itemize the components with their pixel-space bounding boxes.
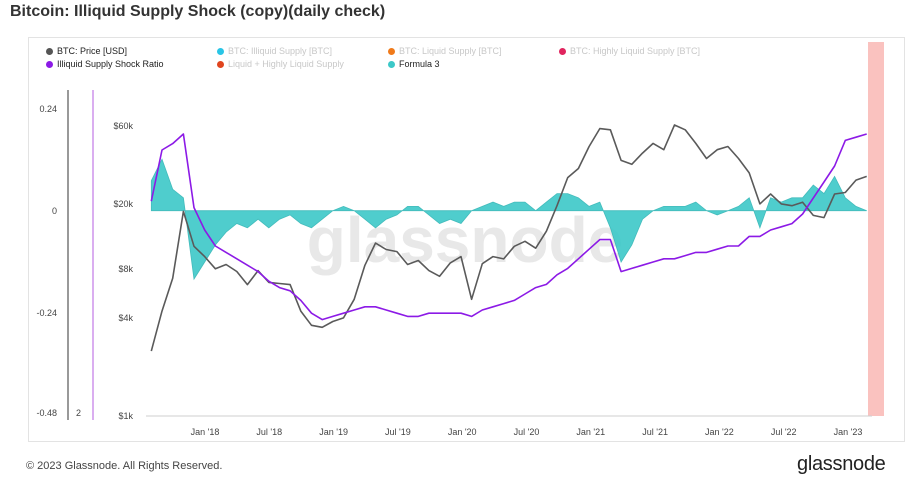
- legend-dot-icon: [559, 47, 566, 55]
- legend-item-liquid-plus-highly[interactable]: Liquid + Highly Liquid Supply: [217, 59, 344, 69]
- legend-label: BTC: Highly Liquid Supply [BTC]: [570, 46, 701, 56]
- legend-label: Formula 3: [399, 59, 440, 69]
- legend-item-shock-ratio[interactable]: Illiquid Supply Shock Ratio: [46, 59, 164, 69]
- copyright-text: © 2023 Glassnode. All Rights Reserved.: [26, 460, 223, 472]
- glassnode-logo: glassnode: [797, 453, 886, 475]
- legend-item-highly-liquid-supply[interactable]: BTC: Highly Liquid Supply [BTC]: [559, 46, 700, 56]
- legend-dot-icon: [46, 60, 53, 68]
- legend-label: BTC: Liquid Supply [BTC]: [399, 46, 502, 56]
- legend-label: Illiquid Supply Shock Ratio: [57, 59, 164, 69]
- legend-dot-icon: [46, 47, 53, 55]
- legend-item-btc-price[interactable]: BTC: Price [USD]: [46, 46, 127, 56]
- legend-dot-icon: [217, 60, 224, 68]
- chart-title: Bitcoin: Illiquid Supply Shock (copy)(da…: [10, 3, 386, 20]
- legend-item-illiquid-supply[interactable]: BTC: Illiquid Supply [BTC]: [217, 46, 332, 56]
- legend-dot-icon: [388, 47, 395, 55]
- legend-label: Liquid + Highly Liquid Supply: [228, 59, 344, 69]
- legend-item-formula-3[interactable]: Formula 3: [388, 59, 440, 69]
- legend-item-liquid-supply[interactable]: BTC: Liquid Supply [BTC]: [388, 46, 502, 56]
- legend-label: BTC: Illiquid Supply [BTC]: [228, 46, 333, 56]
- legend-label: BTC: Price [USD]: [57, 46, 128, 56]
- legend-dot-icon: [217, 47, 224, 55]
- legend-dot-icon: [388, 60, 395, 68]
- chart-panel: [28, 37, 905, 442]
